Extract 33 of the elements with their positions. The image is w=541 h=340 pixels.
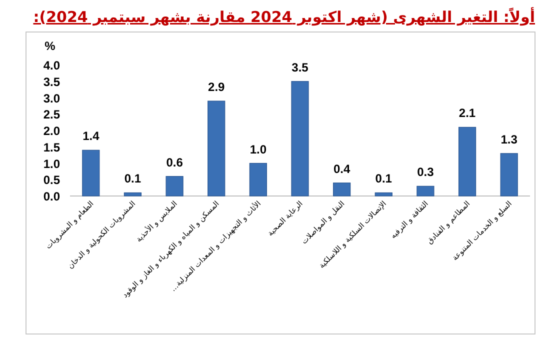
bar (291, 81, 309, 196)
bar (416, 186, 434, 196)
data-label: 2.9 (208, 80, 226, 94)
bar (333, 182, 351, 196)
data-label: 0.4 (333, 162, 350, 176)
data-label: 3.5 (292, 60, 309, 74)
y-tick-label: 3.5 (43, 74, 60, 89)
y-tick-label: 0.5 (43, 173, 60, 188)
data-label: 0.3 (417, 165, 434, 180)
bar (249, 162, 267, 196)
bar (208, 100, 226, 196)
data-label: 1.4 (82, 129, 100, 144)
y-tick-label: 1.5 (43, 140, 60, 154)
data-label: 0.6 (166, 155, 184, 170)
bar (374, 192, 392, 196)
bar (166, 176, 184, 196)
data-label: 1.0 (250, 142, 267, 156)
y-tick-label: 0.0 (43, 190, 60, 204)
y-tick-label: 4.0 (43, 58, 60, 72)
y-tick-label: 2.5 (43, 108, 60, 122)
chart-title: أولاً: التغير الشهرى (شهر اكتوبر 2024 مقارنة بشهر سبتمبر 2024): (33, 6, 535, 26)
data-label: 1.3 (500, 132, 518, 146)
y-tick-label: 1.0 (43, 156, 60, 171)
data-label: 2.1 (458, 106, 476, 120)
y-tick-label: 2.0 (43, 124, 60, 138)
data-label: 0.1 (124, 172, 142, 186)
y-axis-title: % (44, 39, 56, 53)
bar (458, 126, 476, 196)
bar (82, 150, 100, 196)
bar (500, 153, 518, 196)
y-tick-label: 3.0 (43, 91, 60, 106)
bar (124, 192, 142, 196)
data-label: 0.1 (375, 172, 392, 186)
